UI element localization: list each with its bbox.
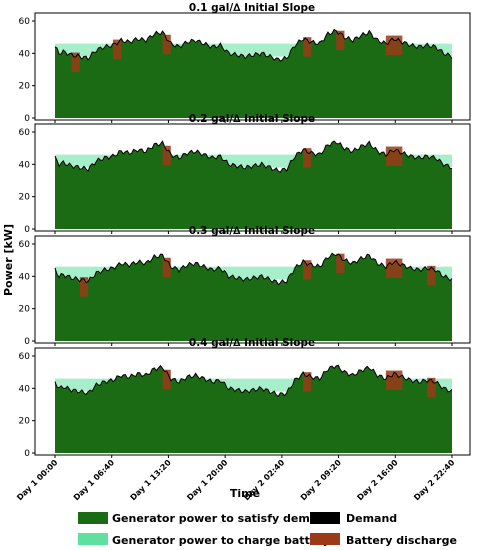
y-tick-label: 40 xyxy=(19,49,31,59)
x-tick-label: Day 1 20:00 xyxy=(185,458,230,503)
generator-demand-area xyxy=(55,365,452,453)
x-tick-label: Day 1 06:40 xyxy=(72,458,117,503)
panel-title: 0.4 gal/∆ Initial Slope xyxy=(189,337,315,349)
legend-label-generator-demand: Generator power to satisfy demand xyxy=(112,512,333,525)
battery-discharge-mark xyxy=(385,370,403,390)
y-tick-label: 20 xyxy=(19,305,31,315)
demand-line xyxy=(54,252,453,286)
y-tick-label: 40 xyxy=(19,272,31,282)
y-tick-label: 20 xyxy=(19,417,31,427)
y-tick-label: 0 xyxy=(24,337,30,347)
x-tick-label: Day 2 16:00 xyxy=(355,458,400,503)
legend-swatch-generator-charge xyxy=(78,533,108,545)
legend-label-demand: Demand xyxy=(346,512,397,525)
x-tick-label: Day 1 00:00 xyxy=(15,458,60,503)
legend-label-generator-charge: Generator power to charge battery xyxy=(112,534,330,547)
battery-discharge-mark xyxy=(303,372,312,392)
y-tick-label: 0 xyxy=(24,449,30,459)
panel-title: 0.1 gal/∆ Initial Slope xyxy=(189,2,315,14)
battery-discharge-mark xyxy=(427,265,436,286)
generator-demand-area xyxy=(55,253,452,341)
panel-frame xyxy=(34,123,471,232)
battery-discharge-mark xyxy=(385,35,403,55)
generator-demand-area xyxy=(55,29,452,118)
panel-title: 0.3 gal/∆ Initial Slope xyxy=(189,225,315,237)
y-tick-label: 20 xyxy=(19,82,31,92)
demand-line xyxy=(54,364,453,398)
y-tick-label: 0 xyxy=(24,225,30,235)
battery-discharge-mark xyxy=(303,37,312,57)
x-tick-label: Day 2 09:20 xyxy=(299,458,344,503)
battery-discharge-mark xyxy=(112,39,122,59)
panel-4: 0.4 gal/∆ Initial Slope 0 20 40 60 xyxy=(19,337,471,459)
y-tick-label: 40 xyxy=(19,384,31,394)
y-tick-label: 60 xyxy=(19,240,31,250)
x-tick-label: Day 2 22:40 xyxy=(412,458,457,503)
y-tick-label: 0 xyxy=(24,114,30,124)
generator-demand-area xyxy=(55,140,452,229)
panel-frame xyxy=(34,12,471,121)
demand-line xyxy=(54,140,453,173)
legend-swatch-demand xyxy=(310,512,340,524)
legend-swatch-battery-discharge xyxy=(310,533,340,545)
battery-discharge-mark xyxy=(336,253,345,274)
legend: Generator power to satisfy demand Demand… xyxy=(78,512,457,547)
battery-discharge-mark xyxy=(427,377,436,398)
panel-frame xyxy=(34,235,471,344)
battery-discharge-mark xyxy=(162,369,171,390)
battery-discharge-mark xyxy=(162,145,171,166)
battery-discharge-mark xyxy=(303,260,312,280)
battery-discharge-mark xyxy=(71,52,80,72)
x-tick-label: Day 1 13:20 xyxy=(129,458,174,503)
y-tick-label: 60 xyxy=(19,352,31,362)
battery-discharge-mark xyxy=(162,34,171,55)
legend-swatch-generator-demand xyxy=(78,512,108,524)
panel-3: 0.3 gal/∆ Initial Slope 0 20 40 60 xyxy=(19,225,471,347)
panel-title: 0.2 gal/∆ Initial Slope xyxy=(189,113,315,125)
battery-discharge-mark xyxy=(385,146,403,166)
battery-discharge-mark xyxy=(79,277,89,297)
y-tick-label: 60 xyxy=(19,17,31,27)
y-axis-label: Power [kW] xyxy=(2,224,15,296)
panel-frame xyxy=(34,347,471,456)
battery-discharge-mark xyxy=(162,257,171,278)
x-axis-label: Time xyxy=(230,487,260,500)
battery-discharge-mark xyxy=(303,148,312,168)
y-tick-label: 20 xyxy=(19,193,31,203)
y-tick-label: 60 xyxy=(19,128,31,138)
battery-discharge-mark xyxy=(385,258,403,278)
battery-discharge-mark xyxy=(336,30,345,51)
panel-1: 0.1 gal/∆ Initial Slope 0 20 40 60 xyxy=(19,2,471,124)
y-tick-label: 40 xyxy=(19,160,31,170)
demand-line xyxy=(54,28,453,62)
panel-2: 0.2 gal/∆ Initial Slope 0 20 40 60 xyxy=(19,113,471,235)
legend-label-battery-discharge: Battery discharge xyxy=(346,534,457,547)
